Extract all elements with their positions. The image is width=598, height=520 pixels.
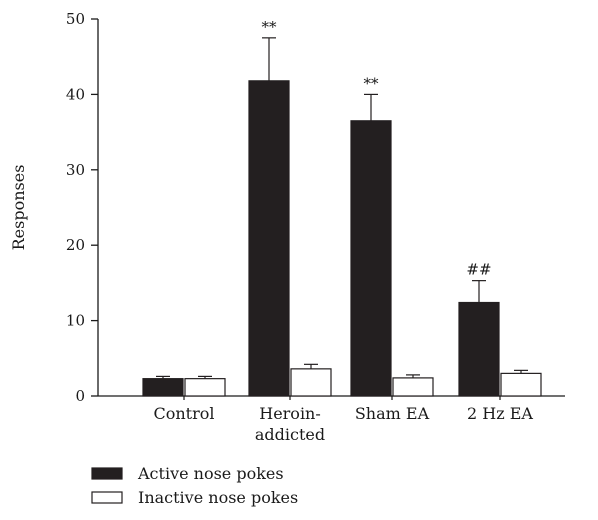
x-tick-label: addicted xyxy=(255,425,325,444)
bar xyxy=(350,120,392,397)
x-tick-label: Sham EA xyxy=(355,404,430,423)
significance-label: ## xyxy=(466,261,491,279)
y-tick-label: 50 xyxy=(66,10,85,28)
y-axis-label: Responses xyxy=(9,165,28,251)
y-tick-label: 0 xyxy=(75,387,85,405)
x-tick-label: Control xyxy=(153,404,214,423)
y-tick-label: 20 xyxy=(66,236,85,254)
significance-label: ** xyxy=(262,18,278,36)
x-tick-label: 2 Hz EA xyxy=(467,404,533,423)
significance-label: ** xyxy=(364,74,380,92)
legend-swatch xyxy=(91,491,123,504)
labels: ** ** ## Control Heroin-addicted Sham EA 2 Hz … xyxy=(153,18,533,444)
bar xyxy=(392,377,434,397)
legend-label: Inactive nose pokes xyxy=(138,488,298,507)
bar xyxy=(290,368,332,397)
x-tick-label: Heroin- xyxy=(259,404,321,423)
bar xyxy=(500,372,542,397)
y-tick-label: 10 xyxy=(66,312,85,330)
y-tick-label: 40 xyxy=(66,85,85,103)
legend: Active nose pokes Inactive nose pokes xyxy=(91,464,298,507)
bar xyxy=(458,301,500,397)
bar xyxy=(142,378,184,397)
bar xyxy=(248,80,290,397)
bar xyxy=(184,378,226,397)
legend-label: Active nose pokes xyxy=(137,464,284,483)
legend-swatch xyxy=(91,467,123,480)
y-tick-label: 30 xyxy=(66,161,85,179)
bars xyxy=(142,37,542,397)
